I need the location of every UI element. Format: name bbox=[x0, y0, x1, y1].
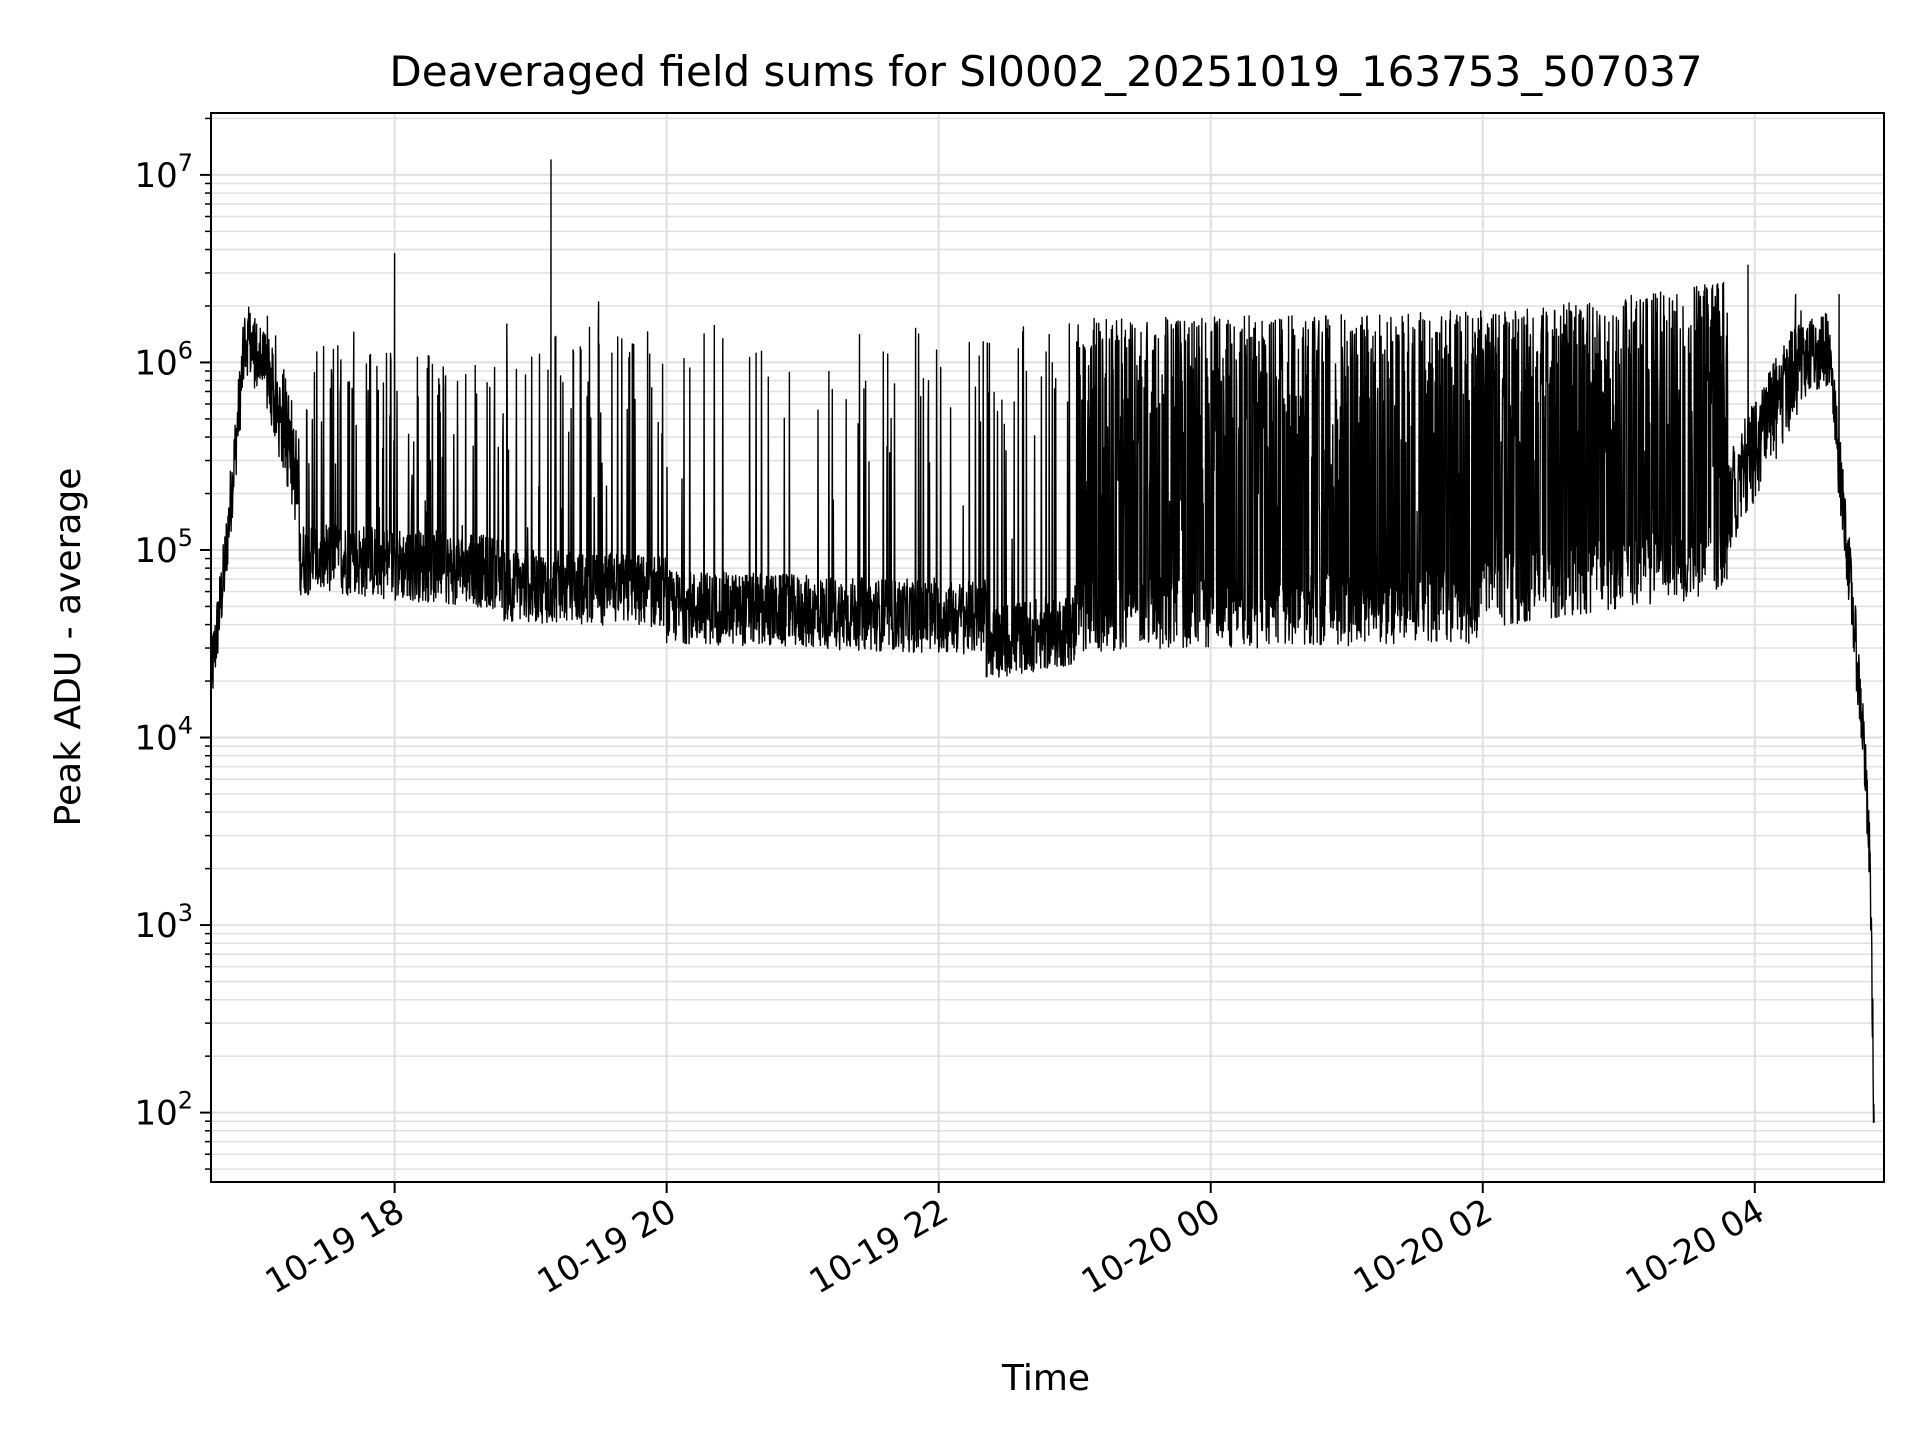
chart-title: Deaveraged field sums for SI0002_2025101… bbox=[389, 47, 1702, 96]
series-line bbox=[210, 159, 1875, 1124]
y-tick-label: 107 bbox=[134, 149, 193, 196]
x-axis-label: Time bbox=[1001, 1358, 1090, 1399]
y-tick-label: 106 bbox=[134, 336, 193, 383]
y-tick-label: 103 bbox=[134, 899, 193, 946]
plot-area bbox=[210, 112, 1885, 1183]
y-axis-label: Peak ADU - average bbox=[48, 468, 89, 827]
data-series bbox=[210, 159, 1875, 1124]
